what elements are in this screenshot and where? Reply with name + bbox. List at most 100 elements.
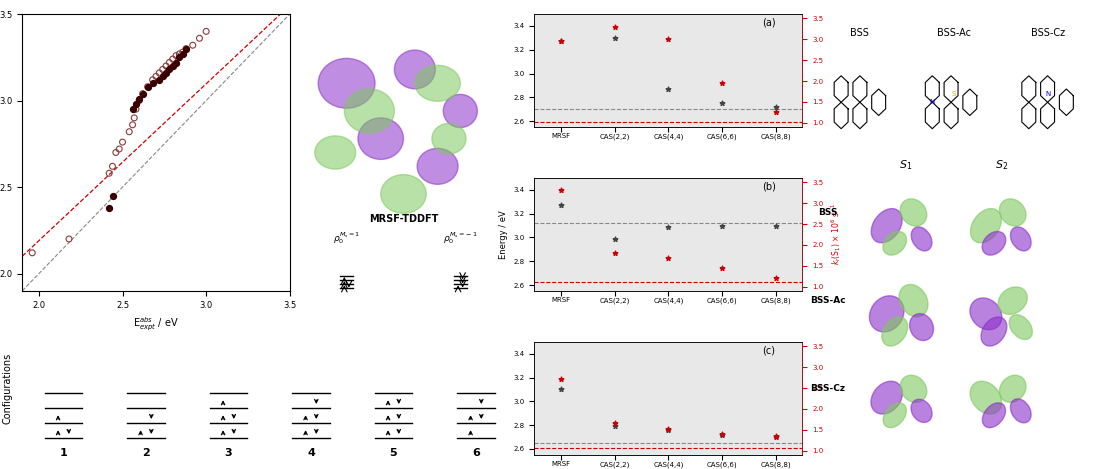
Point [127, 106, 144, 113]
Ellipse shape [998, 287, 1028, 314]
Point [123, 106, 141, 113]
Point [553, 38, 571, 45]
Point [23, 249, 41, 257]
Point [714, 79, 731, 87]
Ellipse shape [911, 227, 932, 251]
Text: BSS: BSS [818, 208, 837, 217]
Point [606, 249, 624, 257]
Point [178, 45, 195, 53]
Y-axis label: Energy / eV: Energy / eV [498, 210, 508, 259]
Point [113, 138, 131, 146]
Text: (c): (c) [763, 345, 775, 355]
Point [130, 97, 148, 104]
Ellipse shape [970, 298, 1002, 330]
Point [174, 48, 192, 56]
Point [139, 83, 157, 91]
Point [659, 425, 677, 432]
Ellipse shape [871, 381, 902, 414]
X-axis label: E$^{abs}_{expt}$ / eV: E$^{abs}_{expt}$ / eV [133, 315, 179, 333]
Ellipse shape [909, 314, 934, 340]
Point [130, 95, 148, 103]
Text: BSS-Cz: BSS-Cz [1030, 28, 1064, 38]
Point [714, 222, 731, 229]
Point [123, 121, 141, 129]
Point [606, 23, 624, 31]
Ellipse shape [394, 50, 435, 89]
Point [184, 41, 202, 49]
Point [161, 66, 179, 73]
Point [103, 163, 121, 170]
Text: S: S [951, 91, 956, 97]
Text: 1: 1 [60, 448, 68, 458]
Point [127, 100, 144, 108]
Text: BSS-Cz: BSS-Cz [810, 384, 845, 393]
Point [139, 83, 157, 91]
Text: 6: 6 [472, 448, 480, 458]
Ellipse shape [1010, 227, 1031, 251]
Point [171, 50, 189, 58]
Text: N: N [930, 99, 935, 106]
Point [151, 76, 169, 83]
Ellipse shape [911, 399, 932, 423]
Text: BSS-Ac: BSS-Ac [810, 296, 846, 305]
Ellipse shape [981, 317, 1007, 346]
Point [60, 235, 78, 243]
Point [110, 145, 128, 153]
Point [606, 235, 624, 242]
Ellipse shape [970, 209, 1001, 243]
Ellipse shape [982, 232, 1006, 255]
Point [553, 186, 571, 194]
Point [168, 59, 185, 66]
Text: 4: 4 [307, 448, 315, 458]
Point [198, 28, 215, 35]
Text: Excited State
Configurations: Excited State Configurations [0, 353, 12, 424]
Point [100, 169, 118, 177]
Ellipse shape [315, 136, 355, 169]
Point [164, 55, 182, 63]
Point [553, 38, 571, 45]
Text: BSS: BSS [850, 28, 869, 38]
Ellipse shape [1010, 399, 1031, 423]
Y-axis label: $k_r$(S$_1$) $\times$ 10$^6$ s$^{-1}$: $k_r$(S$_1$) $\times$ 10$^6$ s$^{-1}$ [829, 204, 842, 265]
Point [133, 90, 151, 98]
Point [767, 433, 785, 441]
Point [606, 423, 624, 430]
Ellipse shape [871, 209, 902, 243]
Ellipse shape [359, 118, 403, 159]
Point [120, 128, 138, 136]
Ellipse shape [884, 403, 907, 428]
Ellipse shape [869, 296, 904, 332]
Point [144, 80, 162, 87]
Point [767, 274, 785, 282]
Point [659, 254, 677, 261]
Ellipse shape [415, 65, 461, 101]
Text: 3: 3 [224, 448, 232, 458]
Text: $\rho_0^{M_s=-1}$: $\rho_0^{M_s=-1}$ [443, 230, 477, 246]
Point [659, 223, 677, 231]
Ellipse shape [899, 285, 928, 317]
Ellipse shape [970, 381, 1001, 414]
Point [714, 431, 731, 439]
Point [767, 103, 785, 111]
Text: BSS-Ac: BSS-Ac [937, 28, 971, 38]
Text: (b): (b) [763, 182, 776, 191]
Ellipse shape [982, 403, 1006, 428]
Point [553, 386, 571, 393]
Text: N: N [1045, 91, 1050, 97]
Point [125, 114, 143, 121]
Ellipse shape [417, 148, 458, 184]
Point [100, 204, 118, 212]
Ellipse shape [900, 375, 927, 402]
Ellipse shape [443, 94, 477, 128]
Point [659, 426, 677, 434]
Point [714, 265, 731, 272]
Ellipse shape [1009, 315, 1032, 340]
Ellipse shape [432, 123, 466, 154]
Point [178, 45, 195, 53]
Point [191, 35, 209, 42]
Ellipse shape [381, 174, 426, 213]
Point [148, 73, 165, 80]
Ellipse shape [319, 58, 375, 108]
Text: (a): (a) [763, 17, 776, 27]
Point [151, 69, 169, 76]
